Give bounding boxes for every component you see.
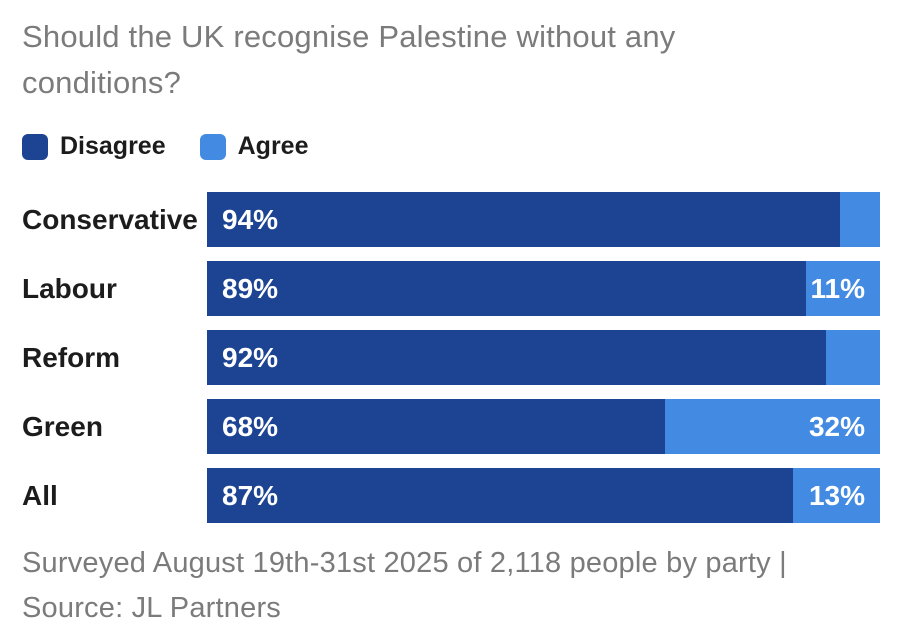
- bar-segment-agree: [839, 192, 880, 248]
- disagree-swatch-icon: [22, 133, 48, 160]
- bar-value-disagree: 92%: [222, 341, 279, 373]
- bar-segment-disagree: 87%: [207, 468, 793, 524]
- legend-label: Disagree: [60, 132, 166, 161]
- chart-row: Reform 92%: [22, 330, 880, 386]
- category-label: All: [22, 479, 58, 511]
- bar-track: 92%: [207, 330, 880, 386]
- bar-segment-disagree: 68%: [207, 399, 665, 455]
- chart-rows: Conservative 94% Labour 89% 11% Reform 92% Gree…: [22, 192, 880, 524]
- category-label: Green: [22, 410, 103, 442]
- bar-track: 94%: [207, 192, 880, 248]
- legend-label: Agree: [237, 132, 309, 161]
- chart-row: Conservative 94%: [22, 192, 880, 248]
- legend-item-agree: Agree: [199, 132, 309, 161]
- chart-row: Green 68% 32%: [22, 399, 880, 455]
- agree-swatch-icon: [199, 133, 226, 160]
- bar-segment-agree: 11%: [805, 261, 880, 317]
- chart-legend: Disagree Agree: [22, 132, 880, 161]
- bar-segment-agree: 13%: [792, 468, 880, 524]
- category-label: Reform: [22, 341, 121, 373]
- bar-value-agree: 13%: [808, 479, 865, 511]
- bar-value-agree: 32%: [808, 410, 865, 442]
- bar-value-disagree: 89%: [222, 272, 279, 304]
- bar-segment-agree: [826, 330, 880, 386]
- legend-item-disagree: Disagree: [22, 132, 166, 161]
- chart-title: Should the UK recognise Palestine withou…: [22, 19, 676, 100]
- bar-value-disagree: 68%: [222, 410, 279, 442]
- chart-row: Labour 89% 11%: [22, 261, 880, 317]
- bar-segment-disagree: 92%: [207, 330, 827, 386]
- bar-segment-disagree: 94%: [207, 192, 840, 248]
- category-label: Labour: [22, 272, 117, 304]
- bar-segment-agree: 32%: [664, 399, 880, 455]
- category-label: Conservative: [22, 203, 198, 235]
- bar-track: 87% 13%: [207, 468, 880, 524]
- chart-row: All 87% 13%: [22, 468, 880, 524]
- bar-track: 89% 11%: [207, 261, 880, 317]
- bar-segment-disagree: 89%: [207, 261, 806, 317]
- bar-value-disagree: 87%: [222, 479, 279, 511]
- chart-source-note: Surveyed August 19th-31st 2025 of 2,118 …: [22, 547, 787, 625]
- bar-value-agree: 11%: [810, 272, 866, 304]
- bar-value-disagree: 94%: [222, 203, 279, 235]
- bar-track: 68% 32%: [207, 399, 880, 455]
